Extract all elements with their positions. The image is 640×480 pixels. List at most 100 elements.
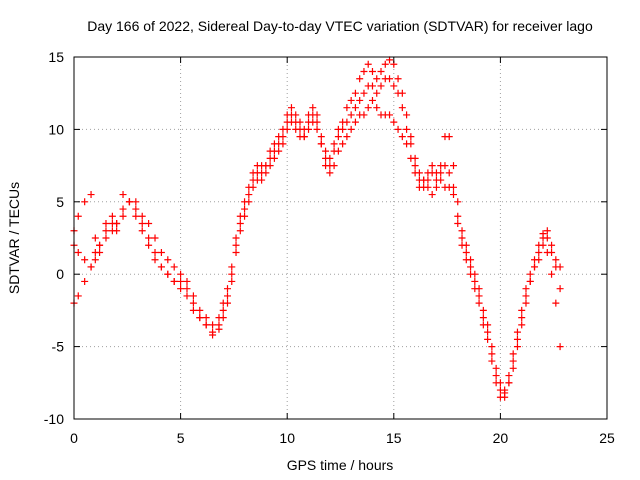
data-point: [309, 118, 317, 126]
data-point: [479, 314, 487, 322]
data-point: [224, 285, 232, 293]
data-point: [343, 133, 351, 141]
data-point: [241, 205, 249, 213]
data-point: [183, 277, 191, 285]
data-point: [445, 183, 453, 191]
data-point: [196, 306, 204, 314]
data-point: [556, 343, 564, 351]
data-point: [360, 111, 368, 119]
data-point: [151, 234, 159, 242]
data-point: [368, 82, 376, 90]
data-point: [151, 256, 159, 264]
data-point: [119, 212, 127, 220]
x-tick-label: 25: [599, 430, 615, 446]
data-point: [518, 314, 526, 322]
data-point: [488, 357, 496, 365]
data-point: [373, 104, 381, 112]
data-point: [102, 234, 110, 242]
data-point: [479, 306, 487, 314]
data-point: [377, 82, 385, 90]
data-point: [368, 67, 376, 75]
data-point: [322, 162, 330, 170]
data-point: [420, 176, 428, 184]
data-point: [183, 292, 191, 300]
data-point: [189, 292, 197, 300]
data-point: [119, 191, 127, 199]
data-point: [535, 256, 543, 264]
data-point: [164, 256, 172, 264]
y-tick-label: 15: [48, 49, 64, 65]
data-point: [441, 162, 449, 170]
data-point: [407, 133, 415, 141]
data-point: [196, 314, 204, 322]
data-point: [518, 321, 526, 329]
data-point: [108, 227, 116, 235]
data-point: [394, 75, 402, 83]
data-point: [232, 234, 240, 242]
data-point: [548, 270, 556, 278]
data-point: [526, 277, 534, 285]
data-point: [170, 277, 178, 285]
data-point: [330, 140, 338, 148]
data-point: [437, 176, 445, 184]
data-point: [467, 270, 475, 278]
data-point: [343, 104, 351, 112]
data-point: [228, 270, 236, 278]
data-point: [74, 292, 82, 300]
plot-frame: [73, 56, 608, 420]
data-point: [253, 162, 261, 170]
data-point: [548, 241, 556, 249]
data-point: [467, 263, 475, 271]
data-point: [556, 285, 564, 293]
y-tick-label: 10: [48, 121, 64, 137]
data-point: [249, 169, 257, 177]
data-point: [157, 263, 165, 271]
data-point: [492, 379, 500, 387]
y-tick-label: -5: [52, 339, 65, 355]
data-point: [339, 140, 347, 148]
data-point: [347, 111, 355, 119]
data-point: [202, 321, 210, 329]
data-point: [458, 227, 466, 235]
data-point: [145, 220, 153, 228]
data-point: [283, 111, 291, 119]
data-point: [305, 125, 313, 133]
data-point: [539, 230, 547, 238]
data-point: [403, 140, 411, 148]
x-axis-label: GPS time / hours: [287, 457, 394, 473]
data-point: [132, 205, 140, 213]
data-point: [279, 140, 287, 148]
data-point: [113, 220, 121, 228]
data-point: [138, 227, 146, 235]
data-point: [526, 270, 534, 278]
data-point: [262, 169, 270, 177]
data-point: [543, 227, 551, 235]
data-point: [475, 292, 483, 300]
data-point: [411, 162, 419, 170]
data-point: [390, 82, 398, 90]
data-point: [326, 169, 334, 177]
data-point: [403, 111, 411, 119]
chart-title: Day 166 of 2022, Sidereal Day-to-day VTE…: [87, 18, 593, 34]
data-point: [87, 263, 95, 271]
data-point: [535, 248, 543, 256]
data-point: [351, 104, 359, 112]
data-point: [313, 111, 321, 119]
data-point: [543, 248, 551, 256]
data-point: [74, 212, 82, 220]
data-point: [390, 118, 398, 126]
axis-ticks: 0 5 10 15 20 25 -10 -5 0 5 10 15: [44, 49, 615, 446]
data-point: [292, 125, 300, 133]
data-point: [428, 191, 436, 199]
data-point: [428, 162, 436, 170]
data-point: [505, 379, 513, 387]
x-tick-label: 5: [177, 430, 185, 446]
data-point: [209, 331, 217, 339]
data-point: [432, 183, 440, 191]
data-point: [132, 212, 140, 220]
data-point: [189, 299, 197, 307]
data-point: [296, 118, 304, 126]
data-point: [403, 125, 411, 133]
data-point: [87, 191, 95, 199]
